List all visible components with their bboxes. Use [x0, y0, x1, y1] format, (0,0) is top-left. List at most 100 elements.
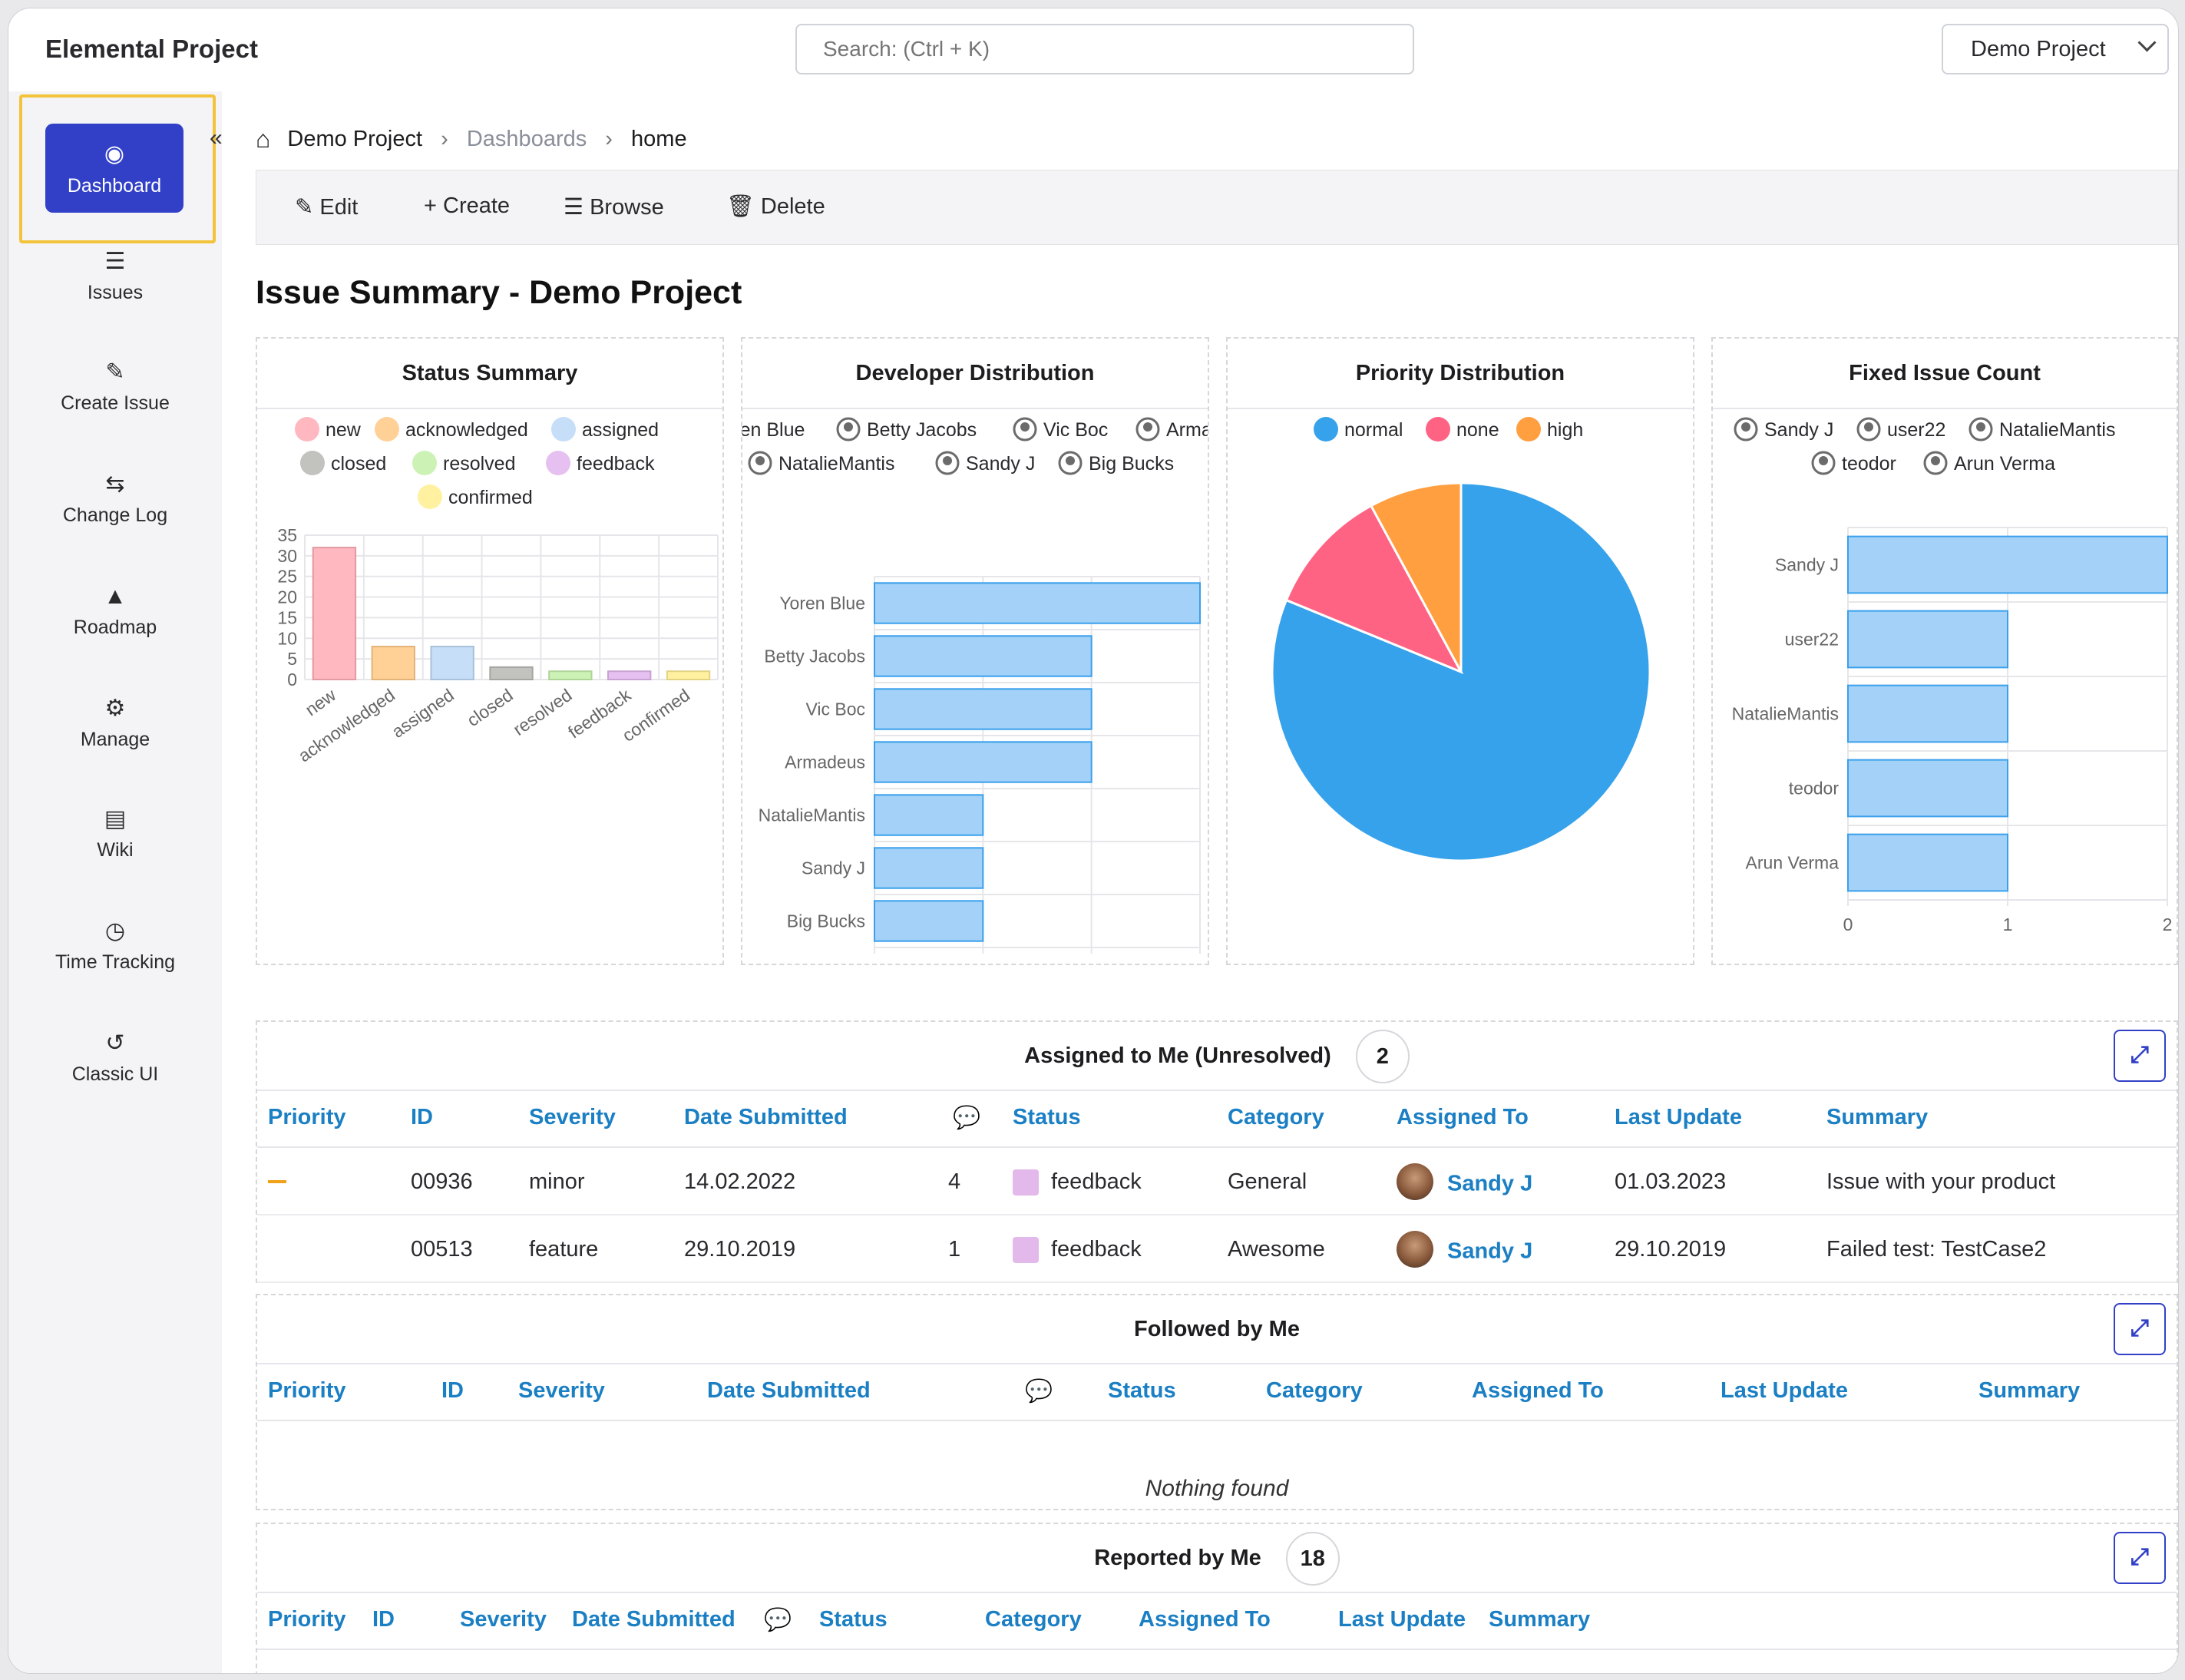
search-input[interactable] [795, 24, 1414, 74]
column-status[interactable]: Status [1108, 1378, 1176, 1403]
sidebar-item-dashboard[interactable]: ◉ Dashboard [45, 124, 183, 213]
document-icon: ▤ [104, 806, 127, 832]
avatar [1397, 1231, 1433, 1268]
assigned-user[interactable]: Sandy J [1397, 1163, 1533, 1200]
chart-title: Priority Distribution [1228, 339, 1693, 409]
delete-button[interactable]: 🗑 Delete [726, 193, 825, 220]
column-assigned-to[interactable]: Assigned To [1472, 1378, 1604, 1403]
y-tick-label: Vic Boc [805, 699, 865, 719]
table-row[interactable]: 00513 feature 29.10.2019 1 feedback Awes… [257, 1215, 2177, 1283]
list-icon: ☰ [104, 249, 126, 274]
column-category[interactable]: Category [1228, 1105, 1324, 1129]
column-date-submitted[interactable]: Date Submitted [572, 1607, 735, 1632]
y-tick-label: 10 [277, 628, 297, 648]
column-id[interactable]: ID [372, 1607, 395, 1632]
table-header: Priority ID Severity Date Submitted 💬 St… [257, 1364, 2177, 1421]
legend-label: Armadeus [1166, 419, 1208, 441]
date-submitted: 14.02.2022 [684, 1169, 796, 1194]
sidebar-item-manage[interactable]: ⚙ Manage [8, 695, 222, 751]
issue-id[interactable]: 00513 [411, 1237, 473, 1262]
sidebar-item-label: Classic UI [71, 1063, 159, 1085]
panel-title[interactable]: Assigned to Me (Unresolved) [1024, 1043, 1331, 1068]
trash-icon: 🗑 [726, 194, 755, 219]
column-severity[interactable]: Severity [518, 1378, 605, 1403]
legend-avatar-icon [1020, 422, 1030, 432]
x-tick-label: 2 [2163, 914, 2173, 934]
create-button[interactable]: + Create [424, 193, 510, 219]
y-tick-label: 0 [287, 670, 297, 690]
column-last-update[interactable]: Last Update [1338, 1607, 1466, 1632]
legend-swatch [551, 417, 576, 441]
notes-icon[interactable]: 💬 [1025, 1379, 1053, 1404]
summary[interactable]: Issue with your product [1826, 1169, 2056, 1194]
sidebar-item-label: Dashboard [67, 175, 162, 197]
column-summary[interactable]: Summary [1978, 1378, 2081, 1403]
edit-button[interactable]: ✎ Edit [295, 193, 358, 220]
sidebar-item-wiki[interactable]: ▤ Wiki [8, 805, 222, 861]
legend-avatar-icon [844, 422, 853, 432]
expand-icon: ⤢ [2130, 1315, 2149, 1341]
browse-button[interactable]: ☰ Browse [564, 193, 664, 220]
y-tick-label: user22 [1785, 630, 1839, 650]
column-category[interactable]: Category [1266, 1378, 1363, 1403]
column-priority[interactable]: Priority [268, 1105, 346, 1129]
sidebar-item-create-issue[interactable]: ✎ Create Issue [8, 359, 222, 415]
legend-avatar-icon [1864, 422, 1873, 432]
table-row[interactable]: 00936 minor 14.02.2022 4 feedback Genera… [257, 1148, 2177, 1215]
assigned-user[interactable]: Sandy J [1397, 1231, 1532, 1268]
column-last-update[interactable]: Last Update [1721, 1378, 1848, 1403]
column-id[interactable]: ID [441, 1378, 464, 1403]
count-badge: 18 [1285, 1532, 1340, 1586]
column-priority[interactable]: Priority [268, 1607, 346, 1632]
bar [1847, 684, 2008, 743]
sidebar-item-change-log[interactable]: ⇆ Change Log [8, 471, 222, 527]
column-category[interactable]: Category [985, 1607, 1082, 1632]
x-tick-label: assigned [388, 685, 458, 742]
developer-distribution-chart: Yoren Blue Betty Jacobs Vic Boc Armadeus Nat… [742, 417, 1208, 964]
column-date-submitted[interactable]: Date Submitted [684, 1105, 848, 1129]
sidebar-item-classic-ui[interactable]: ↺ Classic UI [8, 1030, 222, 1086]
summary[interactable]: Failed test: TestCase2 [1826, 1237, 2047, 1262]
notes-icon[interactable]: 💬 [764, 1608, 792, 1632]
x-tick-label: confirmed [619, 685, 694, 746]
y-tick-label: 30 [277, 546, 297, 566]
column-summary[interactable]: Summary [1489, 1607, 1591, 1632]
expand-button[interactable]: ⤢ [2114, 1030, 2166, 1082]
bar [1847, 833, 2008, 892]
create-label: Create [443, 193, 511, 218]
column-id[interactable]: ID [411, 1105, 433, 1129]
chart-title: Fixed Issue Count [1713, 339, 2177, 409]
column-last-update[interactable]: Last Update [1615, 1105, 1742, 1129]
y-tick-label: teodor [1789, 779, 1840, 799]
expand-icon: ⤢ [2130, 1042, 2149, 1067]
gears-icon: ⚙ [104, 696, 126, 721]
bar [607, 670, 652, 680]
panel-header: Followed by Me ⤢ [257, 1295, 2177, 1364]
expand-button[interactable]: ⤢ [2114, 1303, 2166, 1355]
collapse-sidebar-icon[interactable]: « [210, 125, 223, 150]
column-assigned-to[interactable]: Assigned To [1397, 1105, 1529, 1129]
column-severity[interactable]: Severity [529, 1105, 616, 1129]
project-select[interactable]: Demo Project [1942, 24, 2169, 74]
column-status[interactable]: Status [819, 1607, 888, 1632]
column-priority[interactable]: Priority [268, 1378, 346, 1403]
breadcrumb-project[interactable]: Demo Project [287, 127, 423, 151]
bar [1847, 535, 2168, 594]
column-date-submitted[interactable]: Date Submitted [707, 1378, 871, 1403]
expand-button[interactable]: ⤢ [2114, 1532, 2166, 1584]
assigned-user-name: Sandy J [1447, 1171, 1533, 1196]
column-assigned-to[interactable]: Assigned To [1139, 1607, 1271, 1632]
panel-title[interactable]: Reported by Me [1094, 1546, 1261, 1570]
sidebar-item-issues[interactable]: ☰ Issues [8, 248, 222, 304]
sidebar-item-roadmap[interactable]: ▲ Roadmap [8, 583, 222, 639]
legend-label: NatalieMantis [778, 453, 894, 475]
column-status[interactable]: Status [1013, 1105, 1081, 1129]
breadcrumb-dashboards[interactable]: Dashboards [466, 127, 587, 151]
issue-id[interactable]: 00936 [411, 1169, 473, 1194]
sidebar-item-time-tracking[interactable]: ◷ Time Tracking [8, 918, 222, 974]
panel-title[interactable]: Followed by Me [1134, 1317, 1300, 1341]
column-severity[interactable]: Severity [460, 1607, 547, 1632]
notes-icon[interactable]: 💬 [953, 1106, 981, 1130]
legend-avatar-icon [1931, 456, 1940, 465]
column-summary[interactable]: Summary [1826, 1105, 1929, 1129]
